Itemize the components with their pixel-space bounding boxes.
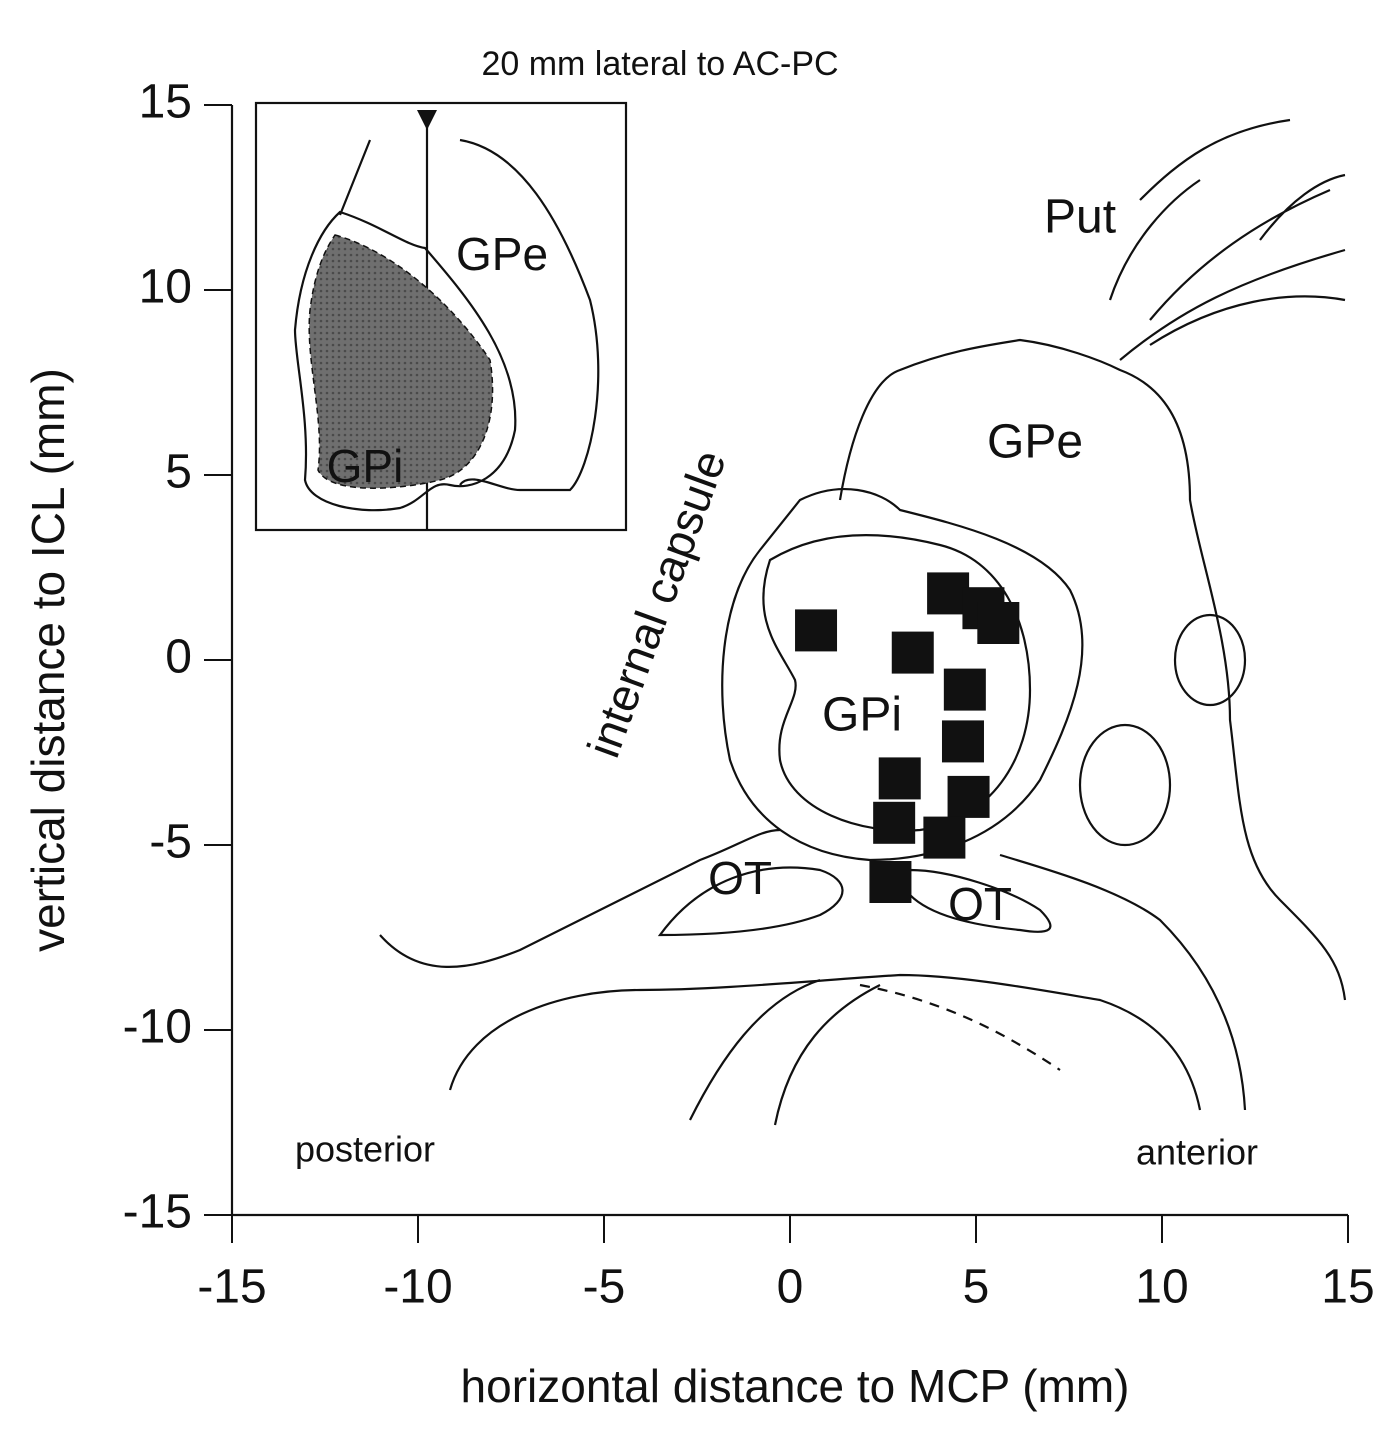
lower-outline	[1000, 855, 1245, 1110]
dashed-outline	[860, 985, 1060, 1070]
annotation: GPe	[987, 416, 1083, 469]
annotation: internal capsule	[577, 443, 736, 764]
lesion-marker	[942, 720, 984, 762]
inset-outline	[340, 140, 370, 215]
lesion-marker	[944, 669, 986, 711]
annotation: GPe	[456, 228, 548, 280]
annotation: OT	[948, 878, 1012, 930]
midbrain-outline	[450, 975, 1200, 1110]
x-tick-label: 0	[777, 1261, 804, 1314]
x-tick-label: 5	[963, 1261, 990, 1314]
x-tick-label: 15	[1321, 1261, 1374, 1314]
lesion-marker	[879, 757, 921, 799]
annotation: GPi	[822, 689, 902, 742]
y-tick-label: 15	[139, 76, 192, 129]
round-structure	[1080, 725, 1170, 845]
lesion-marker	[948, 776, 990, 818]
annotation: Put	[1044, 191, 1116, 244]
y-tick-label: 10	[139, 261, 192, 314]
y-tick-label: 0	[165, 631, 192, 684]
lesion-marker	[923, 817, 965, 859]
x-tick-label: -10	[383, 1261, 452, 1314]
annotation: 20 mm lateral to AC-PC	[481, 45, 838, 83]
lesion-marker	[977, 602, 1019, 644]
annotation: GPi	[327, 440, 404, 492]
figure: horizontal distance to MCP (mm) vertical…	[0, 0, 1386, 1429]
y-axis-label: vertical distance to ICL (mm)	[22, 368, 74, 952]
peduncle-outline	[690, 980, 880, 1125]
annotation: OT	[708, 852, 772, 904]
x-tick-label: 10	[1135, 1261, 1188, 1314]
lesion-marker	[892, 632, 934, 674]
inset-arrow	[417, 110, 437, 130]
y-tick-label: -15	[123, 1186, 192, 1239]
lesion-marker	[869, 861, 911, 903]
putamen-strands	[1110, 120, 1345, 360]
annotation: posterior	[295, 1129, 435, 1170]
round-structure	[1175, 615, 1245, 705]
lesion-marker	[795, 609, 837, 651]
x-tick-label: -5	[583, 1261, 626, 1314]
y-tick-label: -10	[123, 1001, 192, 1054]
x-tick-label: -15	[197, 1261, 266, 1314]
annotation: anterior	[1136, 1132, 1258, 1173]
y-tick-label: 5	[165, 446, 192, 499]
y-tick-label: -5	[149, 816, 192, 869]
x-axis-label: horizontal distance to MCP (mm)	[461, 1360, 1130, 1412]
lesion-marker	[873, 802, 915, 844]
